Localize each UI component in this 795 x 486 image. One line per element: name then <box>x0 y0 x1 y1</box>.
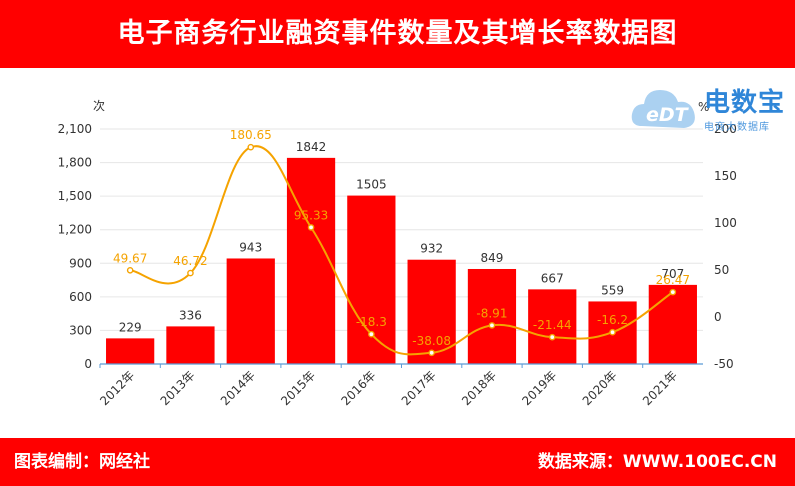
page-title: 电子商务行业融资事件数量及其增长率数据图 <box>117 18 678 49</box>
x-tick-label: 2017年 <box>399 368 439 408</box>
bar <box>528 289 577 364</box>
line-value-label: -8.91 <box>476 306 507 320</box>
y2-tick-label: 0 <box>714 310 722 324</box>
line-point <box>307 224 315 231</box>
line-value-label: -38.08 <box>412 334 451 348</box>
y2-tick-label: 150 <box>714 169 737 183</box>
bar-value-label: 229 <box>119 320 142 334</box>
y-tick-label: 300 <box>69 323 92 337</box>
y2-tick-label: 100 <box>714 216 737 230</box>
footer-banner: 图表编制：网经社 数据来源：WWW.100EC.CN <box>0 438 795 486</box>
y-tick-label: 1,500 <box>58 189 92 203</box>
y-tick-label: 2,100 <box>58 122 92 136</box>
y-tick-label: 0 <box>84 357 92 371</box>
line-value-label: -21.44 <box>533 318 572 332</box>
bar <box>407 259 456 364</box>
y2-axis-title: % <box>698 100 709 114</box>
grid-lines <box>100 128 703 331</box>
bar-value-label: 559 <box>601 283 624 297</box>
footer-credit: 图表编制：网经社 <box>14 452 150 472</box>
line-value-label: 26.47 <box>656 273 690 287</box>
footer-source: 数据来源：WWW.100EC.CN <box>537 452 777 472</box>
line-value-label: -18.3 <box>356 315 387 329</box>
line-point <box>609 328 616 336</box>
x-tick-label: 2020年 <box>580 368 620 408</box>
bar <box>226 258 275 364</box>
line-value-label: 95.33 <box>294 208 328 222</box>
bar <box>347 195 396 364</box>
x-axis: 2012年 2013年 2014年 2015年 2016年 2017年 2018年 2019年… <box>97 363 703 408</box>
line-value-label: 49.67 <box>113 251 147 265</box>
bar-series <box>106 157 697 364</box>
logo-mark: eDT <box>646 104 688 126</box>
line-point <box>548 333 556 341</box>
bar-value-label: 1842 <box>296 140 327 154</box>
bar-value-label: 336 <box>179 308 202 322</box>
y-tick-label: 600 <box>69 290 92 304</box>
x-tick-label: 2015年 <box>278 368 318 408</box>
x-tick-label: 2012年 <box>97 368 137 408</box>
line-value-label: -16.2 <box>597 313 628 327</box>
bar <box>286 157 336 364</box>
title-banner: 电子商务行业融资事件数量及其增长率数据图 <box>0 0 795 68</box>
x-tick-label: 2018年 <box>459 368 499 408</box>
logo-name: 电数宝 <box>704 88 786 118</box>
line-point <box>669 288 677 296</box>
y-tick-label: 900 <box>69 256 92 270</box>
line-point <box>187 269 194 277</box>
line-point <box>368 330 375 338</box>
bar-value-label: 943 <box>239 240 262 254</box>
y2-tick-label: 200 <box>714 122 737 136</box>
bar-value-label: 932 <box>420 242 443 256</box>
bar <box>106 338 155 364</box>
x-tick-label: 2014年 <box>218 368 258 408</box>
x-tick-label: 2013年 <box>158 368 198 408</box>
bar <box>467 268 517 364</box>
y-axis-title: 次 <box>93 99 105 113</box>
cloud-icon <box>631 90 695 128</box>
y2-tick-label: 50 <box>714 263 729 277</box>
x-tick-label: 2016年 <box>338 368 378 408</box>
y-tick-label: 1,200 <box>58 223 92 237</box>
line-point <box>488 322 496 329</box>
y2-tick-label: -50 <box>714 357 734 371</box>
y-tick-label: 1,800 <box>58 156 92 170</box>
line-series <box>126 143 677 357</box>
line-point <box>247 143 255 151</box>
line-value-label: 46.72 <box>173 254 207 268</box>
bar-value-label: 849 <box>480 251 503 265</box>
line-value-label: 180.65 <box>230 128 272 142</box>
x-tick-label: 2019年 <box>519 368 559 408</box>
bar-value-label: 667 <box>541 271 564 285</box>
line-point <box>428 349 435 357</box>
logo-subtitle: 电商大数据库 <box>704 122 770 133</box>
bar <box>648 284 697 364</box>
bar-value-label: 1505 <box>356 178 387 192</box>
bar-labels: 229 336 943 1842 1505 932 849 667 559 707 <box>119 140 685 335</box>
bar-value-label: 707 <box>661 267 684 281</box>
line-labels: 49.67 46.72 180.65 95.33 -18.3 -38.08 -8.91 -21… <box>113 128 690 348</box>
bar <box>166 326 215 364</box>
y-axis-right: -50 0 50 100 150 200% <box>698 100 737 371</box>
x-tick-label: 2021年 <box>640 368 680 408</box>
line-point <box>126 267 134 274</box>
